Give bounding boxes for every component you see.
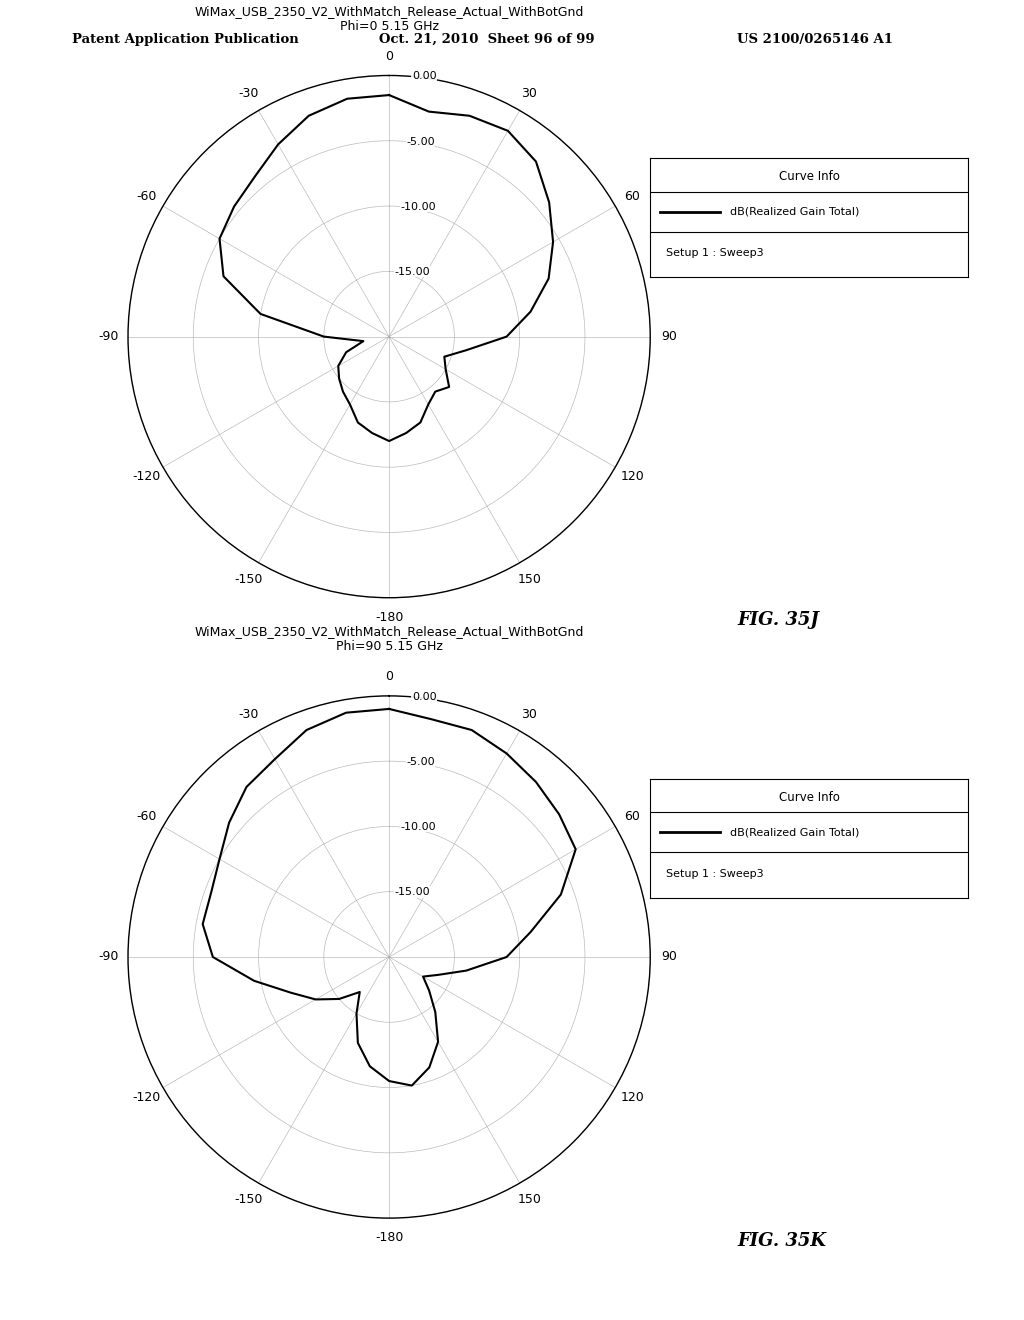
Text: FIG. 35K: FIG. 35K: [737, 1232, 826, 1250]
Text: Oct. 21, 2010  Sheet 96 of 99: Oct. 21, 2010 Sheet 96 of 99: [379, 33, 595, 46]
Text: dB(Realized Gain Total): dB(Realized Gain Total): [729, 207, 859, 216]
Text: US 2100/0265146 A1: US 2100/0265146 A1: [737, 33, 893, 46]
Text: Patent Application Publication: Patent Application Publication: [72, 33, 298, 46]
Text: FIG. 35J: FIG. 35J: [737, 611, 819, 630]
Text: Setup 1 : Sweep3: Setup 1 : Sweep3: [666, 248, 764, 259]
Text: Curve Info: Curve Info: [778, 170, 840, 183]
Title: WiMax_USB_2350_V2_WithMatch_Release_Actual_WithBotGnd
Phi=90 5.15 GHz: WiMax_USB_2350_V2_WithMatch_Release_Actu…: [195, 626, 584, 653]
Title: WiMax_USB_2350_V2_WithMatch_Release_Actual_WithBotGnd
Phi=0 5.15 GHz: WiMax_USB_2350_V2_WithMatch_Release_Actu…: [195, 5, 584, 33]
Text: -10.00: -10.00: [400, 822, 436, 832]
Text: Setup 1 : Sweep3: Setup 1 : Sweep3: [666, 869, 764, 879]
Text: Curve Info: Curve Info: [778, 791, 840, 804]
Text: 0.00: 0.00: [412, 71, 436, 82]
Text: -15.00: -15.00: [395, 267, 430, 277]
Text: -10.00: -10.00: [400, 202, 436, 211]
Text: 0.00: 0.00: [412, 692, 436, 702]
Text: -15.00: -15.00: [395, 887, 430, 898]
Text: -5.00: -5.00: [407, 136, 435, 147]
Text: -5.00: -5.00: [407, 756, 435, 767]
Text: dB(Realized Gain Total): dB(Realized Gain Total): [729, 828, 859, 837]
